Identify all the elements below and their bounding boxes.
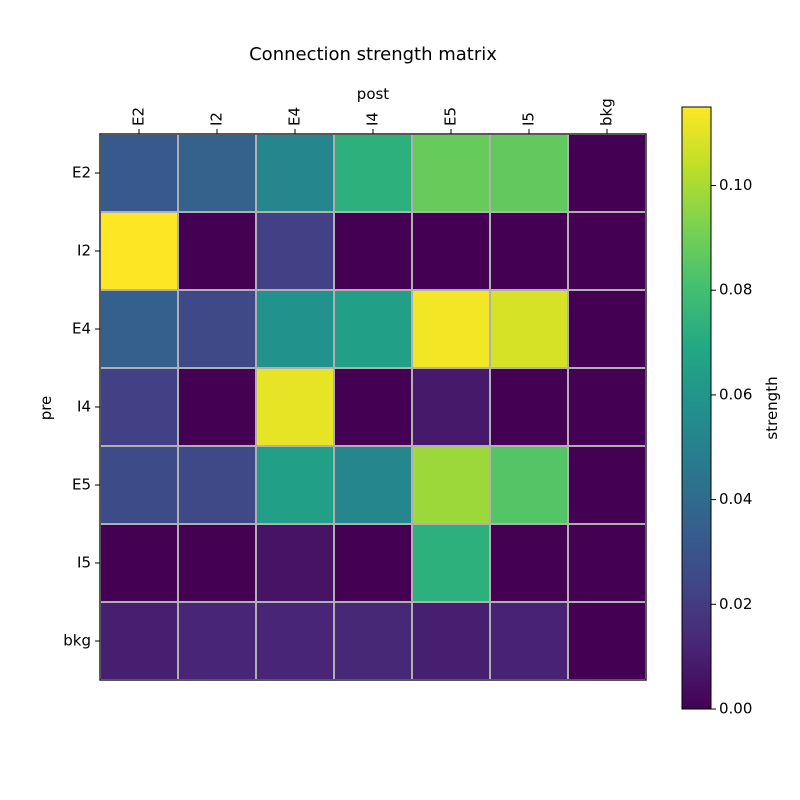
- colorbar-ticks: 0.00 0.02 0.04 0.06 0.08 0.10: [711, 176, 752, 718]
- y-tick-label: E5: [72, 476, 91, 494]
- chart-title: Connection strength matrix: [249, 44, 497, 65]
- heatmap-cell-bkg-bkg: [567, 601, 647, 681]
- x-tick-label: I4: [364, 112, 382, 126]
- x-axis-label: post: [357, 85, 390, 103]
- y-tick-label: I2: [77, 242, 91, 260]
- heatmap-cell-I5-I5: [489, 523, 569, 603]
- x-tick-labels: E2 I2 E4 I4 E5 I5 bkg: [130, 98, 616, 134]
- heatmap-cell-E4-I5: [489, 289, 569, 369]
- heatmap-cell-bkg-I5: [489, 601, 569, 681]
- y-tick-label: E2: [72, 164, 91, 182]
- heatmap-cell-I5-E5: [411, 523, 491, 603]
- heatmap-cell-E2-I2: [177, 133, 257, 213]
- heatmap-cell-E4-E4: [255, 289, 335, 369]
- heatmap-cell-E4-bkg: [567, 289, 647, 369]
- heatmap-cell-I5-I4: [333, 523, 413, 603]
- x-tick-label: E2: [130, 107, 148, 126]
- heatmap-cell-E2-E4: [255, 133, 335, 213]
- heatmap-cell-I2-I4: [333, 211, 413, 291]
- heatmap-cell-I4-E2: [99, 367, 179, 447]
- heatmap-cell-I5-I2: [177, 523, 257, 603]
- heatmap-cell-I2-E5: [411, 211, 491, 291]
- colorbar-tick-label: 0.08: [719, 281, 752, 299]
- x-tick-label: bkg: [598, 98, 616, 126]
- heatmap-cell-E4-I4: [333, 289, 413, 369]
- heatmap-cell-I4-I2: [177, 367, 257, 447]
- heatmap-cell-E5-E2: [99, 445, 179, 525]
- heatmap-cell-E5-I2: [177, 445, 257, 525]
- heatmap-cell-E2-bkg: [567, 133, 647, 213]
- heatmap-cell-I4-I4: [333, 367, 413, 447]
- x-tick-label: E4: [286, 107, 304, 126]
- heatmap-cells: [99, 133, 647, 681]
- heatmap-cell-I4-E4: [255, 367, 335, 447]
- x-tick-label: E5: [442, 107, 460, 126]
- heatmap-cell-I4-bkg: [567, 367, 647, 447]
- y-tick-labels: E2 I2 E4 I4 E5 I5 bkg: [63, 164, 100, 650]
- colorbar-gradient: [681, 106, 712, 710]
- heatmap-cell-E2-E5: [411, 133, 491, 213]
- heatmap-cell-bkg-I4: [333, 601, 413, 681]
- heatmap-cell-bkg-E2: [99, 601, 179, 681]
- heatmap-cell-I2-I2: [177, 211, 257, 291]
- heatmap-cell-I5-bkg: [567, 523, 647, 603]
- heatmap-cell-I5-E2: [99, 523, 179, 603]
- y-tick-label: I5: [77, 554, 91, 572]
- heatmap-cell-E5-I4: [333, 445, 413, 525]
- colorbar-tick-label: 0.04: [719, 490, 752, 508]
- colorbar-tick-label: 0.02: [719, 595, 752, 613]
- y-tick-label: I4: [77, 398, 91, 416]
- colorbar-tick-label: 0.10: [719, 176, 752, 194]
- y-tick-label: bkg: [63, 632, 91, 650]
- heatmap-cell-I5-E4: [255, 523, 335, 603]
- heatmap-cell-E4-E2: [99, 289, 179, 369]
- heatmap-cell-E5-bkg: [567, 445, 647, 525]
- y-axis-label: pre: [37, 396, 55, 421]
- colorbar-tick-label: 0.00: [719, 700, 752, 718]
- colorbar-label: strength: [763, 376, 781, 439]
- y-tick-label: E4: [72, 320, 91, 338]
- heatmap-cell-bkg-E5: [411, 601, 491, 681]
- heatmap-cell-E4-I2: [177, 289, 257, 369]
- heatmap-cell-I2-bkg: [567, 211, 647, 291]
- heatmap-cell-I2-I5: [489, 211, 569, 291]
- heatmap-cell-I2-E2: [99, 211, 179, 291]
- heatmap-cell-bkg-E4: [255, 601, 335, 681]
- heatmap-cell-E2-E2: [99, 133, 179, 213]
- heatmap-cell-E4-E5: [411, 289, 491, 369]
- colorbar: 0.00 0.02 0.04 0.06 0.08 0.10 strength: [681, 106, 781, 718]
- heatmap-cell-E5-E5: [411, 445, 491, 525]
- x-tick-label: I5: [520, 112, 538, 126]
- heatmap-cell-E2-I5: [489, 133, 569, 213]
- heatmap-cell-I4-E5: [411, 367, 491, 447]
- colorbar-tick-label: 0.06: [719, 385, 752, 403]
- x-tick-label: I2: [208, 112, 226, 126]
- heatmap-cell-E5-E4: [255, 445, 335, 525]
- heatmap-cell-E5-I5: [489, 445, 569, 525]
- heatmap-cell-I2-E4: [255, 211, 335, 291]
- heatmap-cell-E2-I4: [333, 133, 413, 213]
- heatmap-cell-bkg-I2: [177, 601, 257, 681]
- heatmap-cell-I4-I5: [489, 367, 569, 447]
